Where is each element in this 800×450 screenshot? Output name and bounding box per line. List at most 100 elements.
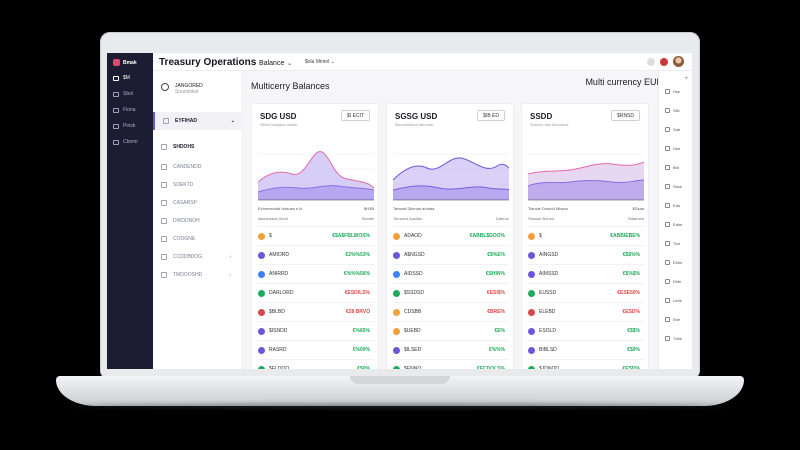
currency-change: €ESE50% (617, 290, 640, 296)
alert-icon[interactable] (660, 57, 668, 66)
report-icon (161, 218, 167, 224)
currency-change: €$%$% (622, 271, 640, 277)
currency-change: €BRE% (487, 309, 505, 315)
table-row[interactable]: ESOLD €$$% (528, 321, 644, 340)
meta2-left: Slaniue Bohsd (528, 216, 554, 221)
area-series-2 (393, 185, 509, 200)
right-panel-item[interactable]: Ebfe (665, 279, 681, 284)
nav-item-1[interactable]: EYFIHAD ⌄ (153, 112, 243, 130)
rail-item-2[interactable]: Sbol (113, 91, 133, 97)
table-row[interactable]: $ILSED €%%% (393, 340, 509, 359)
nav-item-9[interactable]: TMDOOSHD › (161, 272, 231, 278)
list-icon (665, 298, 670, 303)
nav-header[interactable]: JANGORED Soundsket (161, 83, 203, 95)
notification-icon[interactable] (647, 57, 655, 66)
table-row[interactable]: $JDNOD €ESD% (528, 359, 644, 369)
table-row[interactable]: $UEBD €E% (393, 321, 509, 340)
nav-item-2[interactable]: SHDOHS (161, 144, 194, 150)
nav-item-7[interactable]: COOGNE (161, 236, 195, 242)
right-panel-item[interactable]: Tbd (665, 241, 680, 246)
table-row[interactable]: $ €$A$FBLWOS% (258, 226, 374, 245)
right-panel-item[interactable]: Ebe (665, 317, 680, 322)
chart-meta-secondary: Ialaneoaial Dindi Samlel (258, 216, 374, 221)
rail-item-3[interactable]: Fiona (113, 107, 136, 113)
table-row[interactable]: $ENNO €ECDOLS% (393, 359, 509, 369)
table-row[interactable]: AINGSD €$$%% (528, 245, 644, 264)
right-panel-item[interactable]: Btd (665, 165, 679, 170)
table-row[interactable]: BIBLSD €$0% (528, 340, 644, 359)
chevron-down-icon[interactable]: ⌄ (287, 61, 293, 67)
table-row[interactable]: AMIORD €2%%53% (258, 245, 374, 264)
table-row[interactable]: $ €ABBIEBE% (528, 226, 644, 245)
rail-item-1[interactable]: $M (113, 75, 130, 81)
currency-coin-icon (393, 232, 400, 240)
table-row[interactable]: A$NGSD €$%E% (393, 245, 509, 264)
right-panel-item[interactable]: Sab (665, 127, 680, 132)
nav-item-label: CANDENDD (173, 164, 202, 170)
balance-area-chart (393, 153, 509, 201)
meta2-right: Bdalmed (628, 216, 644, 221)
table-row[interactable]: ELEBD €ESD% (528, 302, 644, 321)
line-series-2 (393, 185, 509, 191)
table-row[interactable]: ANIRRD €%%%56% (258, 264, 374, 283)
card-action-button[interactable]: $IB ED (477, 110, 505, 121)
right-panel-item[interactable]: Lebe (665, 298, 682, 303)
nav-item-8[interactable]: CCDDBDOG › (161, 254, 231, 260)
nav-item-4[interactable]: SDEKTD (161, 182, 193, 188)
main-content: Multicerry Balances Multi currency EUR H… (243, 71, 686, 369)
right-panel-item[interactable]: Hse (665, 89, 680, 94)
currency-change: €%%% (488, 347, 505, 353)
chart-meta-secondary: Teruwed Ausilan Dahrue (393, 216, 509, 221)
right-panel-item-label: Sab (673, 127, 681, 132)
card-action-button[interactable]: $I ECIT (341, 110, 370, 121)
card-action-button[interactable]: $RNSD (611, 110, 640, 121)
currency-change: €28 BRVO (345, 309, 370, 315)
table-row[interactable]: AIMSSD €$%$% (528, 264, 644, 283)
table-row[interactable]: RASRD €%00% (258, 340, 374, 359)
right-panel-item[interactable]: Sbse (665, 184, 682, 189)
nav-item-3[interactable]: CANDENDD (161, 164, 201, 170)
brand-logo[interactable]: Bmak (113, 59, 137, 66)
currency-coin-icon (528, 289, 535, 297)
right-panel-item[interactable]: Eabe (665, 222, 682, 227)
currency-ticker: ADAOD (404, 233, 422, 239)
table-row[interactable]: CDSBB €BRE% (393, 302, 509, 321)
chart-meta-secondary: Slaniue Bohsd Bdalmed (528, 216, 644, 221)
nav-item-label: EYFIHAD (175, 118, 197, 124)
workspace-switcher[interactable]: $ola Mimol ⌄ (305, 59, 335, 65)
avatar[interactable] (673, 56, 684, 67)
table-row[interactable]: EUSSD €ESE50% (528, 283, 644, 302)
right-panel-item-label: Sbse (673, 184, 683, 189)
list-icon (665, 260, 670, 265)
rail-item-5[interactable]: Cbomi (113, 139, 137, 145)
nav-item-6[interactable]: DWDDNOH (161, 218, 200, 224)
rail-item-4[interactable]: Pinsk (113, 123, 135, 129)
add-icon[interactable]: + (684, 76, 688, 82)
nav-item-5[interactable]: CASARSP (161, 200, 197, 206)
right-panel-item[interactable]: Tbbe (665, 336, 682, 341)
table-row[interactable]: ADAOD €ABBL$DOO% (393, 226, 509, 245)
meta2-left: Teruwed Ausilan (393, 216, 423, 221)
currency-coin-icon (393, 308, 400, 316)
list-icon (665, 336, 670, 341)
table-row[interactable]: $SSDSD €ESI$% (393, 283, 509, 302)
table-row[interactable]: AIDSSD €SHIN% (393, 264, 509, 283)
table-row[interactable]: $ELDOO €$0% (258, 359, 374, 369)
rail-item-label: Pinsk (123, 123, 136, 129)
right-panel-item[interactable]: Eab (665, 203, 680, 208)
list-icon (665, 127, 670, 132)
table-row[interactable]: $ISNDD €%65% (258, 321, 374, 340)
list-icon (665, 89, 670, 94)
meta2-right: Dahrue (495, 216, 509, 221)
right-panel-item[interactable]: Sllb (665, 108, 680, 113)
users-icon (161, 254, 167, 260)
table-row[interactable]: DARLORD €ESDILS% (258, 283, 374, 302)
balance-area-chart (258, 151, 374, 201)
table-row[interactable]: $BLBD €28 BRVO (258, 302, 374, 321)
meta-left: Tiancie Drosod Mhaoo (528, 206, 569, 211)
area-series-1 (258, 151, 374, 200)
laptop-notch (350, 376, 450, 384)
right-panel-item[interactable]: Ebbe (665, 260, 682, 265)
right-panel-item[interactable]: Hsd (665, 146, 680, 151)
